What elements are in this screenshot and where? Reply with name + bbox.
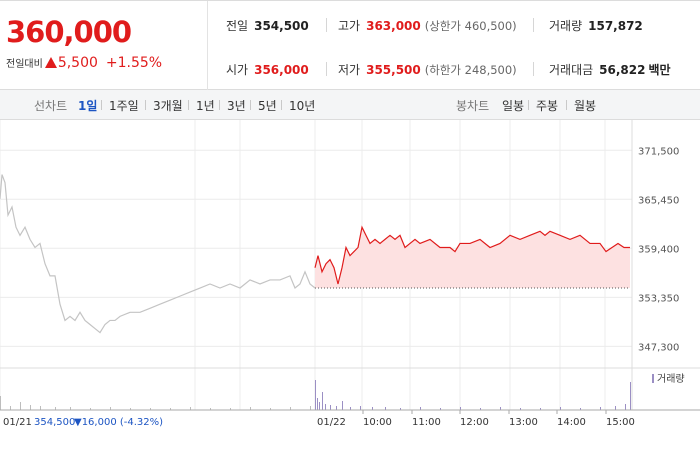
stat-divider <box>533 18 534 32</box>
amount-stat: 거래대금 56,822 백만 <box>549 61 671 78</box>
lower-limit: (하한가 248,500) <box>424 63 517 77</box>
toolbar-divider <box>219 100 220 110</box>
up-triangle-icon <box>44 57 57 68</box>
low-stat: 저가 355,500 (하한가 248,500) <box>338 61 517 78</box>
prev-close-stat: 전일 354,500 <box>226 17 309 34</box>
toolbar-divider <box>250 100 251 110</box>
low-label: 저가 <box>338 63 361 77</box>
amount-value: 56,822 <box>599 63 646 77</box>
toolbar-divider <box>145 100 146 110</box>
prev-close-value: 354,500 <box>254 19 309 33</box>
price-box: 360,000 전일대비 5,500 +1.55% <box>0 1 208 90</box>
line-chart-label: 선차트 <box>34 99 68 113</box>
open-value: 356,000 <box>254 63 309 77</box>
volume-value: 157,872 <box>588 19 643 33</box>
x-tick-label: 12:00 <box>460 417 489 428</box>
candle-tab-monthly[interactable]: 월봉 <box>574 99 597 113</box>
prev-date-label: 01/21 <box>3 417 32 428</box>
period-tab-1y[interactable]: 1년 <box>196 99 215 113</box>
quote-summary: 360,000 전일대비 5,500 +1.55% 전일 354,500 고가 363,… <box>0 0 700 90</box>
open-label: 시가 <box>226 63 249 77</box>
change-rate: +1.55% <box>105 55 163 71</box>
price-chart: 371,500 365,450 359,400 353,350 347,300 거래량 01… <box>0 120 700 428</box>
candle-chart-label: 봉차트 <box>456 99 490 113</box>
period-tab-1d[interactable]: 1일 <box>78 99 98 113</box>
toolbar-divider <box>281 100 282 110</box>
high-stat: 고가 363,000 (상한가 460,500) <box>338 17 517 34</box>
prev-close-info: 354,500 <box>34 417 75 428</box>
current-price: 360,000 <box>6 15 132 49</box>
candle-tab-weekly[interactable]: 주봉 <box>536 99 559 113</box>
y-tick-label: 347,300 <box>638 342 679 353</box>
today-date-label: 01/22 <box>317 417 346 428</box>
high-value: 363,000 <box>366 19 421 33</box>
chart-toolbar: 선차트 1일 1주일 3개월 1년 3년 5년 10년 봉차트 일봉 주봉 월봉 <box>0 90 700 120</box>
amount-unit: 백만 <box>648 63 671 77</box>
period-tab-3y[interactable]: 3년 <box>227 99 246 113</box>
upper-limit: (상한가 460,500) <box>424 19 517 33</box>
volume-stat: 거래량 157,872 <box>549 17 643 34</box>
y-tick-label: 365,450 <box>638 195 679 206</box>
today-price-line <box>314 225 630 285</box>
prev-change-info: ▼16,000 (-4.32%) <box>74 417 163 428</box>
volume-label: 거래량 <box>549 19 583 33</box>
change-label: 전일대비 <box>6 59 43 70</box>
prev-day-price-line <box>0 174 316 334</box>
high-label: 고가 <box>338 19 361 33</box>
toolbar-divider <box>528 100 529 110</box>
toolbar-divider <box>566 100 567 110</box>
change-value: 5,500 <box>57 55 98 71</box>
period-tab-10y[interactable]: 10년 <box>289 99 316 113</box>
prev-close-label: 전일 <box>226 19 249 33</box>
period-tab-1w[interactable]: 1주일 <box>109 99 139 113</box>
x-tick-label: 14:00 <box>557 417 586 428</box>
y-tick-label: 359,400 <box>638 244 679 255</box>
candle-tab-daily[interactable]: 일봉 <box>502 99 525 113</box>
today-area-fill <box>315 227 630 289</box>
y-tick-label: 353,350 <box>638 293 679 304</box>
volume-legend-swatch <box>652 374 654 383</box>
x-tick-label: 13:00 <box>509 417 538 428</box>
x-tick-label: 10:00 <box>363 417 392 428</box>
low-value: 355,500 <box>366 63 421 77</box>
change-row: 전일대비 5,500 +1.55% <box>6 55 162 71</box>
y-tick-label: 371,500 <box>638 146 679 157</box>
x-tick-label: 15:00 <box>606 417 635 428</box>
stat-divider <box>326 62 327 76</box>
x-tick-label: 11:00 <box>412 417 441 428</box>
stat-divider <box>533 62 534 76</box>
stat-divider <box>326 18 327 32</box>
volume-legend-label: 거래량 <box>657 373 685 385</box>
period-tab-5y[interactable]: 5년 <box>258 99 277 113</box>
period-tab-3m[interactable]: 3개월 <box>153 99 183 113</box>
toolbar-divider <box>188 100 189 110</box>
toolbar-divider <box>101 100 102 110</box>
open-stat: 시가 356,000 <box>226 61 309 78</box>
amount-label: 거래대금 <box>549 63 594 77</box>
